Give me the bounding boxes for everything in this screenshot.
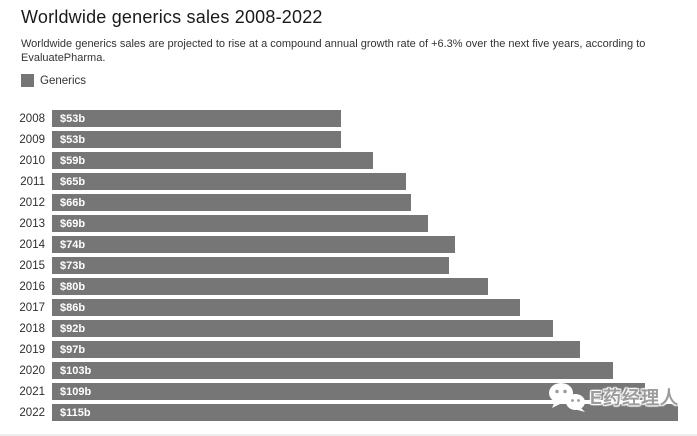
bar-track: $92b: [52, 320, 678, 337]
watermark: E药经理人: [548, 382, 679, 412]
bar-track: $86b: [52, 299, 678, 316]
bar-2016[interactable]: $80b: [52, 278, 488, 295]
chart-subtitle: Worldwide generics sales are projected t…: [21, 38, 646, 64]
bar-2010[interactable]: $59b: [52, 152, 374, 169]
chart-row: 2020 $103b: [0, 360, 697, 381]
chart-row: 2018 $92b: [0, 318, 697, 339]
year-label-2021: 2021: [19, 385, 45, 398]
bar-track: $65b: [52, 173, 678, 190]
chart-row: 2010 $59b: [0, 150, 697, 171]
year-label-2014: 2014: [19, 238, 45, 251]
year-label-2013: 2013: [19, 217, 45, 230]
bar-2011[interactable]: $65b: [52, 173, 406, 190]
bar-value-label: $109b: [60, 385, 92, 398]
bar-value-label: $65b: [60, 175, 86, 188]
bar-track: $59b: [52, 152, 678, 169]
chart-row: 2021 $109b: [0, 381, 697, 402]
year-label-2015: 2015: [19, 259, 45, 272]
bar-value-label: $53b: [60, 133, 86, 146]
bar-track: $69b: [52, 215, 678, 232]
watermark-text: E药经理人: [590, 388, 680, 408]
bar-chart: 2008 $53b 2009 $53b 2010 $59b 2011 $65b 2012 $66b…: [0, 108, 697, 423]
legend-label: Generics: [40, 74, 87, 87]
chart-row: 2009 $53b: [0, 129, 697, 150]
bar-2021[interactable]: $109b: [52, 383, 646, 400]
bar-value-label: $66b: [60, 196, 86, 209]
year-label-2022: 2022: [19, 406, 45, 419]
year-label-2017: 2017: [19, 301, 45, 314]
year-label-2018: 2018: [19, 322, 45, 335]
chart-row: 2013 $69b: [0, 213, 697, 234]
year-label-2008: 2008: [19, 112, 45, 125]
bar-track: $109b: [52, 383, 678, 400]
bar-2017[interactable]: $86b: [52, 299, 521, 316]
bar-2014[interactable]: $74b: [52, 236, 455, 253]
bar-track: $103b: [52, 362, 678, 379]
bar-value-label: $115b: [60, 406, 91, 419]
bar-2020[interactable]: $103b: [52, 362, 613, 379]
bar-2015[interactable]: $73b: [52, 257, 450, 274]
legend: Generics: [21, 74, 697, 87]
bar-track: $53b: [52, 110, 678, 127]
chart-row: 2019 $97b: [0, 339, 697, 360]
year-label-2020: 2020: [19, 364, 45, 377]
bar-2018[interactable]: $92b: [52, 320, 553, 337]
bar-2019[interactable]: $97b: [52, 341, 581, 358]
wechat-icon: [548, 382, 588, 412]
legend-swatch-icon: [21, 74, 34, 87]
chart-row: 2016 $80b: [0, 276, 697, 297]
bar-value-label: $92b: [60, 322, 86, 335]
chart-row: 2012 $66b: [0, 192, 697, 213]
bar-track: $66b: [52, 194, 678, 211]
chart-rows: 2008 $53b 2009 $53b 2010 $59b 2011 $65b 2012 $66b…: [0, 108, 697, 423]
chart-row: 2011 $65b: [0, 171, 697, 192]
year-label-2010: 2010: [19, 154, 45, 167]
year-label-2019: 2019: [19, 343, 45, 356]
bar-2013[interactable]: $69b: [52, 215, 428, 232]
year-label-2012: 2012: [19, 196, 45, 209]
bar-value-label: $86b: [60, 301, 86, 314]
chart-title: Worldwide generics sales 2008-2022: [21, 7, 323, 27]
bar-2012[interactable]: $66b: [52, 194, 412, 211]
bar-value-label: $80b: [60, 280, 86, 293]
bar-track: $115b: [52, 404, 678, 421]
bar-value-label: $74b: [60, 238, 86, 251]
year-label-2011: 2011: [20, 175, 45, 188]
bar-value-label: $69b: [60, 217, 86, 230]
bar-value-label: $103b: [60, 364, 92, 377]
year-label-2009: 2009: [19, 133, 45, 146]
bar-2008[interactable]: $53b: [52, 110, 341, 127]
bar-track: $53b: [52, 131, 678, 148]
bar-2022[interactable]: $115b: [52, 404, 678, 421]
bar-track: $80b: [52, 278, 678, 295]
year-label-2016: 2016: [19, 280, 45, 293]
bar-value-label: $97b: [60, 343, 86, 356]
legend-item-generics[interactable]: Generics: [21, 74, 86, 87]
chart-row: 2008 $53b: [0, 108, 697, 129]
bar-track: $97b: [52, 341, 678, 358]
bar-value-label: $73b: [60, 259, 86, 272]
chart-row: 2014 $74b: [0, 234, 697, 255]
bar-2009[interactable]: $53b: [52, 131, 341, 148]
bar-value-label: $59b: [60, 154, 86, 167]
bar-value-label: $53b: [60, 112, 86, 125]
chart-row: 2017 $86b: [0, 297, 697, 318]
chart-row: 2015 $73b: [0, 255, 697, 276]
bar-track: $74b: [52, 236, 678, 253]
bar-track: $73b: [52, 257, 678, 274]
chart-row: 2022 $115b: [0, 402, 697, 423]
